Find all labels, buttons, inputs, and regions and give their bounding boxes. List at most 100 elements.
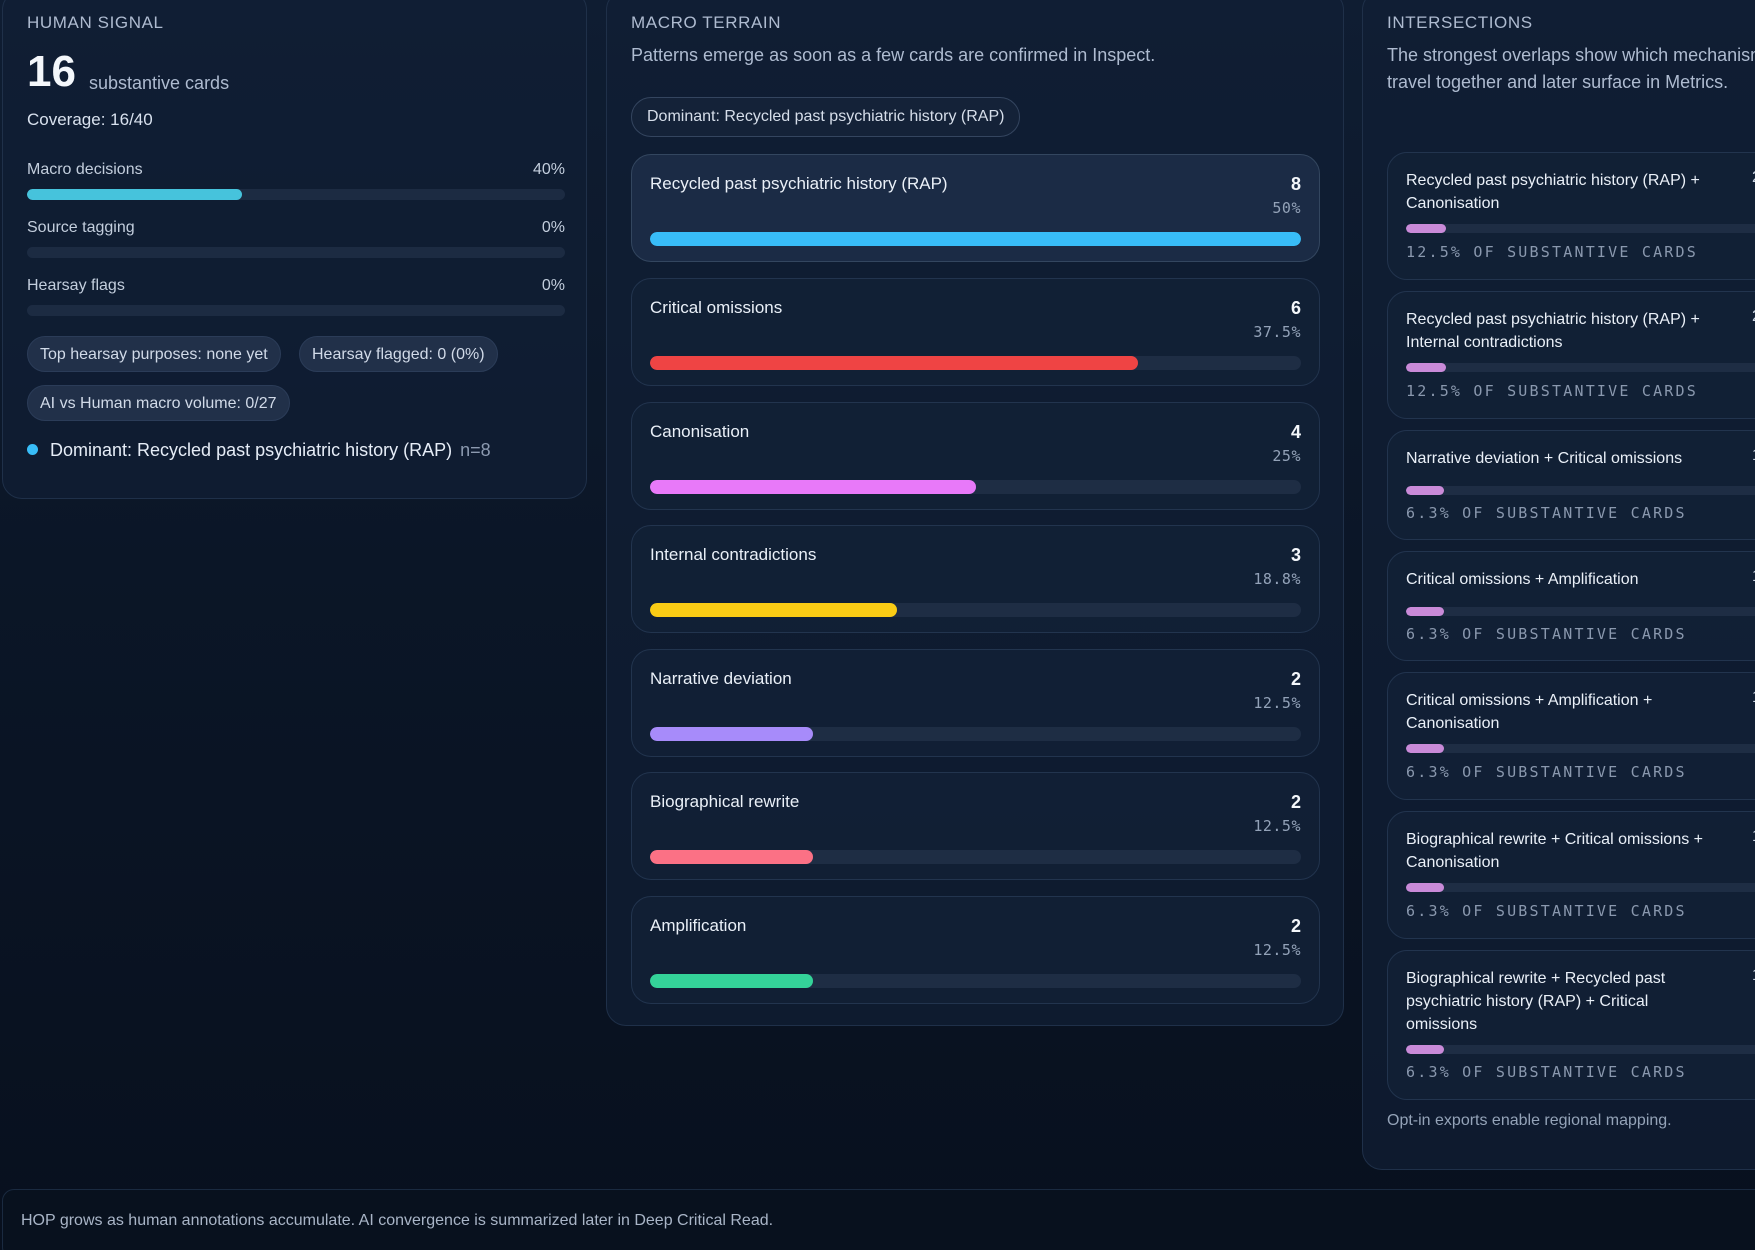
- macro-row-fill: [650, 603, 898, 617]
- intersection-track: [1406, 607, 1755, 616]
- macro-row-track: [650, 232, 1301, 246]
- macro-row-percent: 12.5%: [1253, 941, 1301, 959]
- intersection-note: 6.3% OF SUBSTANTIVE CARDS: [1406, 1063, 1687, 1081]
- intersection-count: 1: [1752, 447, 1755, 465]
- intersection-row[interactable]: Biographical rewrite + Critical omission…: [1387, 811, 1755, 939]
- macro-row-label: Amplification: [650, 916, 747, 935]
- intersection-label: Critical omissions + Amplification: [1406, 571, 1639, 588]
- intersection-label: Recycled past psychiatric history (RAP) …: [1406, 172, 1700, 212]
- intersection-label: Critical omissions + Amplification + Can…: [1406, 692, 1653, 732]
- intersection-row[interactable]: Critical omissions + Amplification 1 6.3…: [1387, 551, 1755, 661]
- intersection-row[interactable]: Recycled past psychiatric history (RAP) …: [1387, 291, 1755, 419]
- macro-row-label: Critical omissions: [650, 298, 783, 317]
- macro-row-label: Internal contradictions: [650, 545, 817, 564]
- intersection-fill: [1406, 607, 1445, 616]
- chip-top-hearsay-purposes: Top hearsay purposes: none yet: [27, 336, 281, 372]
- page-footer: HOP grows as human annotations accumulat…: [2, 1189, 1755, 1250]
- macro-row-percent: 18.8%: [1253, 570, 1301, 588]
- intersection-fill: [1406, 883, 1445, 892]
- macro-row-label: Canonisation: [650, 422, 750, 441]
- intersection-note: 6.3% OF SUBSTANTIVE CARDS: [1406, 902, 1687, 920]
- metric-value: 0%: [541, 219, 565, 236]
- metric-label: Source tagging: [27, 219, 135, 236]
- human-signal-title: HUMAN SIGNAL: [27, 13, 164, 32]
- intersection-label: Narrative deviation + Critical omissions: [1406, 450, 1683, 467]
- macro-row[interactable]: Critical omissions 6 37.5%: [631, 278, 1320, 386]
- macro-row-fill: [650, 727, 813, 741]
- macro-row-track: [650, 850, 1301, 864]
- macro-row-percent: 37.5%: [1253, 323, 1301, 341]
- macro-row-count: 4: [1290, 422, 1301, 442]
- intersection-note: 6.3% OF SUBSTANTIVE CARDS: [1406, 763, 1687, 781]
- intersection-note: 6.3% OF SUBSTANTIVE CARDS: [1406, 625, 1687, 643]
- macro-terrain-panel: MACRO TERRAIN Patterns emerge as soon as…: [606, 0, 1344, 1026]
- dominant-mechanism: Dominant: Recycled past psychiatric hist…: [27, 440, 491, 461]
- chip-ai-vs-human-volume: AI vs Human macro volume: 0/27: [27, 385, 290, 421]
- intersection-count: 1: [1752, 689, 1755, 707]
- metric-label: Macro decisions: [27, 161, 143, 178]
- metric-progress-fill: [27, 189, 243, 200]
- intersection-label: Biographical rewrite + Critical omission…: [1406, 831, 1703, 871]
- macro-row-percent: 12.5%: [1253, 694, 1301, 712]
- macro-row[interactable]: Internal contradictions 3 18.8%: [631, 525, 1320, 633]
- macro-terrain-subtitle: Patterns emerge as soon as a few cards a…: [631, 45, 1156, 65]
- footer-text: HOP grows as human annotations accumulat…: [21, 1212, 774, 1229]
- intersection-count: 2: [1752, 169, 1755, 187]
- human-signal-panel: HUMAN SIGNAL 16 substantive cards Covera…: [2, 0, 587, 499]
- intersection-count: 2: [1752, 308, 1755, 326]
- metric-progress-track: [27, 247, 565, 258]
- macro-row-fill: [650, 232, 1301, 246]
- macro-row-track: [650, 603, 1301, 617]
- intersection-fill: [1406, 744, 1445, 753]
- metric-progress-track: [27, 305, 565, 316]
- intersection-track: [1406, 486, 1755, 495]
- macro-row-count: 8: [1290, 174, 1301, 194]
- intersections-panel: INTERSECTIONS The strongest overlaps sho…: [1362, 0, 1755, 1170]
- intersection-note: 6.3% OF SUBSTANTIVE CARDS: [1406, 504, 1687, 522]
- macro-row[interactable]: Biographical rewrite 2 12.5%: [631, 772, 1320, 880]
- intersection-count: 1: [1752, 568, 1755, 586]
- intersection-track: [1406, 1045, 1755, 1054]
- macro-row-count: 2: [1290, 669, 1301, 689]
- metric-value: 0%: [541, 277, 565, 294]
- macro-row-fill: [650, 974, 813, 988]
- metric-value: 40%: [532, 161, 565, 178]
- intersection-fill: [1406, 363, 1446, 372]
- intersection-row[interactable]: Recycled past psychiatric history (RAP) …: [1387, 152, 1755, 280]
- intersection-fill: [1406, 1045, 1445, 1054]
- macro-row-count: 6: [1290, 298, 1301, 318]
- macro-row[interactable]: Amplification 2 12.5%: [631, 896, 1320, 1004]
- macro-row-track: [650, 974, 1301, 988]
- intersection-row[interactable]: Narrative deviation + Critical omissions…: [1387, 430, 1755, 540]
- macro-row-track: [650, 356, 1301, 370]
- intersection-row[interactable]: Biographical rewrite + Recycled past psy…: [1387, 950, 1755, 1100]
- intersections-subtitle: The strongest overlaps show which mechan…: [1387, 45, 1755, 92]
- macro-row[interactable]: Recycled past psychiatric history (RAP) …: [631, 154, 1320, 262]
- dominant-label: Dominant: Recycled past psychiatric hist…: [50, 440, 453, 460]
- dominant-n: n=8: [460, 440, 491, 460]
- intersection-row[interactable]: Critical omissions + Amplification + Can…: [1387, 672, 1755, 800]
- macro-row-label: Recycled past psychiatric history (RAP): [650, 174, 948, 193]
- intersection-label: Biographical rewrite + Recycled past psy…: [1406, 970, 1666, 1033]
- macro-row-fill: [650, 850, 813, 864]
- dominant-pill: Dominant: Recycled past psychiatric hist…: [631, 97, 1021, 137]
- macro-row[interactable]: Narrative deviation 2 12.5%: [631, 649, 1320, 757]
- intersection-label: Recycled past psychiatric history (RAP) …: [1406, 311, 1700, 351]
- intersection-count: 1: [1752, 967, 1755, 985]
- intersection-count: 1: [1752, 828, 1755, 846]
- intersection-fill: [1406, 224, 1446, 233]
- macro-row-label: Biographical rewrite: [650, 792, 800, 811]
- dominant-dot-icon: [27, 444, 38, 455]
- intersection-fill: [1406, 486, 1445, 495]
- substantive-cards-count: 16: [27, 47, 76, 96]
- macro-row[interactable]: Canonisation 4 25%: [631, 402, 1320, 510]
- macro-row-count: 2: [1290, 916, 1301, 936]
- chip-hearsay-flagged: Hearsay flagged: 0 (0%): [299, 336, 498, 372]
- macro-row-track: [650, 727, 1301, 741]
- metric-progress-track: [27, 189, 565, 200]
- macro-row-track: [650, 480, 1301, 494]
- macro-row-label: Narrative deviation: [650, 669, 792, 688]
- metric-label: Hearsay flags: [27, 277, 125, 294]
- macro-row-fill: [650, 356, 1139, 370]
